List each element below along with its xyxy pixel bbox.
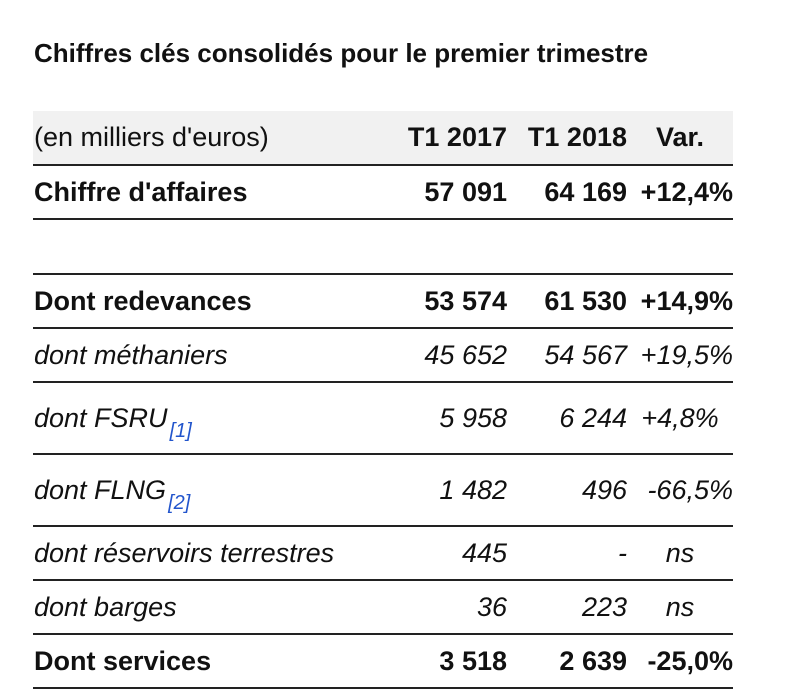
cell-t1-2018: 61 530: [544, 285, 627, 316]
table-header-row: (en milliers d'euros) T1 2017 T1 2018 Va…: [33, 111, 733, 166]
page-title: Chiffres clés consolidés pour le premier…: [34, 38, 649, 68]
header-units-label: (en milliers d'euros): [34, 122, 269, 152]
key-figures-table: (en milliers d'euros) T1 2017 T1 2018 Va…: [33, 111, 733, 689]
table-row-chiffre-affaires: Chiffre d'affaires 57 091 64 169 +12,4%: [33, 166, 733, 220]
row-label-text: dont FSRU: [34, 402, 168, 433]
cell-t1-2017: 57 091: [424, 176, 507, 207]
table-row-flng: dont FLNG [2] 1 482 496 -66,5%: [33, 455, 733, 527]
cell-t1-2017: 5 958: [439, 402, 507, 433]
row-label: dont FSRU [1]: [34, 383, 192, 453]
cell-variation: +19,5%: [640, 339, 733, 370]
cell-variation: ns: [665, 591, 695, 622]
table-row-barges: dont barges 36 223 ns: [33, 581, 733, 635]
row-label: dont FLNG [2]: [34, 455, 190, 525]
table-row-methaniers: dont méthaniers 45 652 54 567 +19,5%: [33, 329, 733, 383]
footnote-link-1[interactable]: [1]: [169, 419, 192, 442]
table-row-redevances: Dont redevances 53 574 61 530 +14,9%: [33, 275, 733, 329]
header-col-t1-2017: T1 2017: [407, 122, 507, 152]
row-label: Dont services: [34, 645, 212, 676]
table-row-services: Dont services 3 518 2 639 -25,0%: [33, 635, 733, 689]
cell-t1-2017: 36: [476, 591, 507, 622]
cell-t1-2018: 64 169: [544, 176, 627, 207]
cell-t1-2018: 6 244: [559, 402, 627, 433]
cell-t1-2018: -: [618, 537, 627, 568]
header-col-variation: Var.: [655, 122, 705, 152]
table-row-fsru: dont FSRU [1] 5 958 6 244 +4,8%: [33, 383, 733, 455]
cell-variation: -25,0%: [647, 645, 733, 676]
table-row-reservoirs: dont réservoirs terrestres 445 - ns: [33, 527, 733, 581]
cell-variation: ns: [665, 537, 695, 568]
cell-t1-2017: 45 652: [424, 339, 507, 370]
row-label-text: dont FLNG: [34, 474, 167, 505]
cell-t1-2018: 54 567: [544, 339, 627, 370]
cell-variation: -66,5%: [647, 474, 733, 505]
cell-t1-2017: 445: [461, 537, 507, 568]
cell-t1-2018: 223: [581, 591, 627, 622]
cell-t1-2018: 2 639: [559, 645, 627, 676]
cell-t1-2017: 53 574: [424, 285, 507, 316]
row-label: dont réservoirs terrestres: [34, 537, 335, 568]
cell-t1-2017: 3 518: [439, 645, 507, 676]
table-spacer-row: [33, 220, 733, 275]
row-label: Dont redevances: [34, 285, 252, 316]
cell-t1-2018: 496: [581, 474, 627, 505]
row-label: dont barges: [34, 591, 177, 622]
row-label: dont méthaniers: [34, 339, 228, 370]
header-col-t1-2018: T1 2018: [527, 122, 627, 152]
cell-variation: +12,4%: [640, 176, 733, 207]
row-label: Chiffre d'affaires: [34, 176, 248, 207]
footnote-link-2[interactable]: [2]: [168, 491, 191, 514]
cell-variation: +4,8%: [641, 402, 719, 433]
cell-variation: +14,9%: [640, 285, 733, 316]
cell-t1-2017: 1 482: [439, 474, 507, 505]
